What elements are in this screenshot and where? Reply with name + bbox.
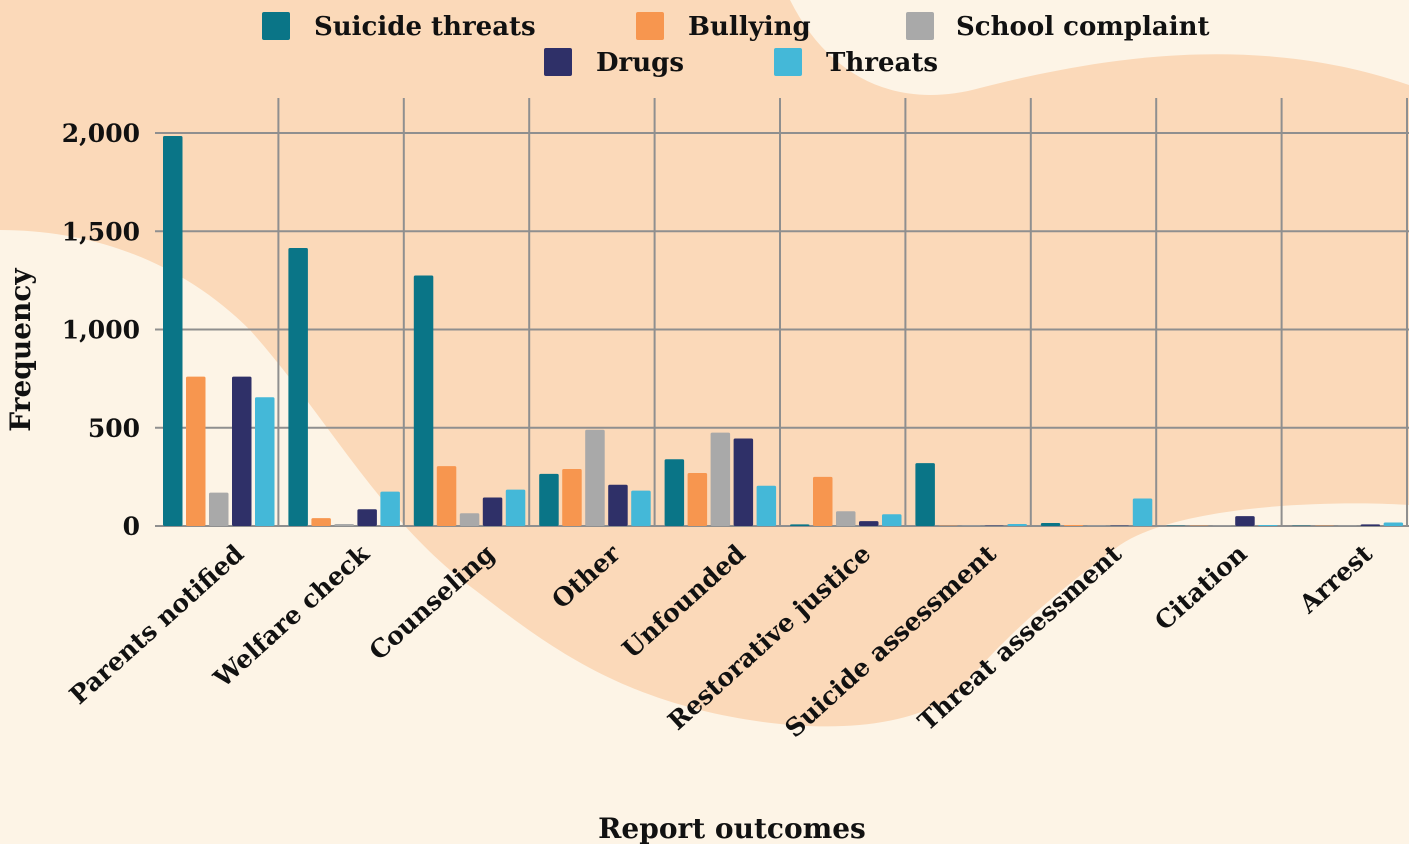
bar-threats [1007, 524, 1027, 526]
bar-school-complaint [836, 511, 856, 526]
bar-threats [380, 491, 400, 526]
bar-drugs [1235, 516, 1255, 526]
y-tick-labels: 0 500 1,000 1,500 2,000 [62, 119, 140, 541]
bar-suicide-threats [288, 247, 308, 526]
bar-bullying [813, 476, 833, 526]
y-tick-label: 2,000 [62, 119, 140, 148]
bar-suicide-threats [915, 463, 935, 526]
bar-suicide-threats [163, 135, 183, 526]
bar-drugs [232, 376, 252, 526]
bar-school-complaint [710, 432, 731, 526]
bar-drugs [733, 438, 754, 526]
y-tick-label: 0 [123, 512, 140, 541]
legend-swatch [906, 12, 934, 40]
bar-threats [505, 489, 526, 526]
bar-school-complaint [585, 429, 605, 526]
grid-layer [155, 98, 1409, 527]
y-tick-label: 1,000 [62, 316, 140, 345]
legend-label: Bullying [688, 12, 811, 42]
legend-swatch [774, 48, 802, 76]
bar-suicide-threats [1040, 523, 1061, 526]
bar-drugs [1360, 524, 1381, 526]
x-tick-label: Citation [1149, 539, 1252, 636]
bar-threats [631, 490, 651, 526]
bar-threats [1132, 498, 1153, 526]
y-tick-label: 500 [88, 414, 140, 443]
y-axis-label: Frequency [4, 268, 37, 432]
x-axis-label: Report outcomes [598, 812, 866, 844]
bar-suicide-threats [664, 459, 685, 526]
bar-threats [882, 514, 902, 526]
bar-school-complaint [459, 513, 480, 526]
legend-label: Suicide threats [314, 12, 536, 42]
bar-drugs [482, 497, 503, 526]
y-tick-label: 1,500 [62, 217, 140, 246]
legend-swatch [544, 48, 572, 76]
bar-suicide-threats [413, 275, 434, 526]
legend-label: Drugs [596, 48, 684, 78]
bar-suicide-threats [790, 524, 810, 526]
bar-suicide-threats [539, 473, 559, 526]
legend-swatch [262, 12, 290, 40]
bar-threats [1383, 522, 1404, 526]
bar-drugs [608, 484, 628, 526]
bar-bullying [311, 518, 331, 526]
bar-bullying [186, 376, 206, 526]
bar-school-complaint [334, 524, 354, 526]
x-tick-label: Arrest [1293, 539, 1378, 620]
bar-bullying [562, 469, 582, 526]
bar-drugs [859, 521, 879, 526]
legend-swatch [636, 12, 664, 40]
x-tick-label: Counseling [364, 539, 500, 666]
bar-bullying [436, 466, 457, 526]
bar-threats [1258, 525, 1278, 526]
bar-threats [756, 485, 777, 526]
bar-school-complaint [209, 492, 229, 526]
bars-layer [163, 135, 1404, 526]
legend-label: Threats [826, 48, 938, 78]
legend: Suicide threats Bullying School complaint D… [262, 12, 1210, 78]
bar-threats [255, 397, 275, 526]
bar-bullying [687, 472, 708, 526]
bar-bullying [1063, 525, 1084, 526]
bar-drugs [357, 509, 377, 526]
background-blob [0, 0, 1409, 727]
legend-label: School complaint [956, 12, 1210, 42]
